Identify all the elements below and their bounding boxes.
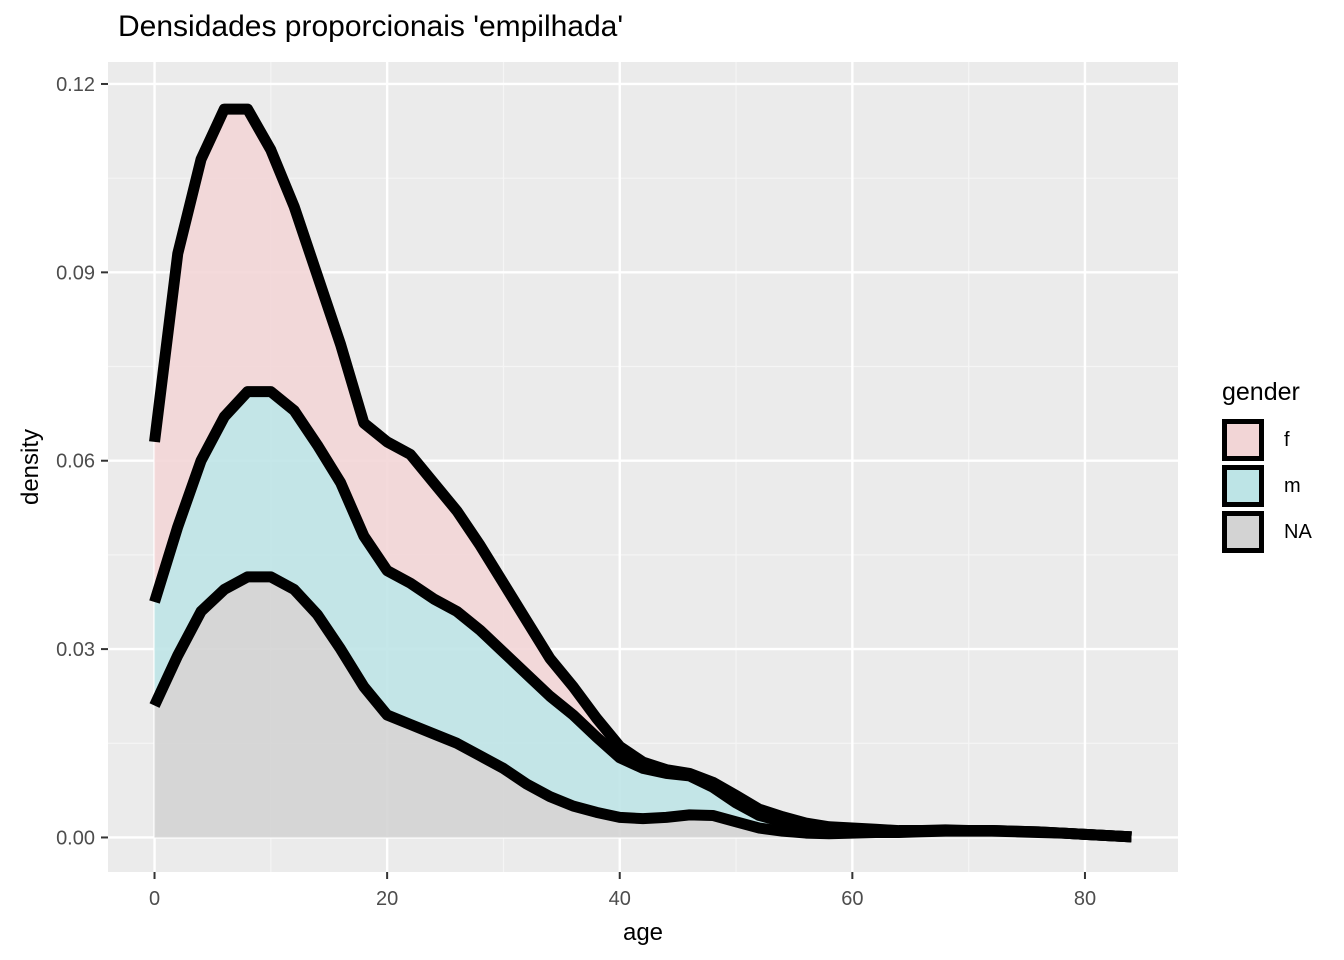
axes: 0 20 40 60 80 0.00 0.03 0.06 0.09 0.12 xyxy=(56,74,1096,910)
legend: gender f m NA xyxy=(1222,378,1312,555)
x-tick-label: 60 xyxy=(841,888,863,910)
density-lines xyxy=(149,103,1132,843)
density-areas xyxy=(154,109,1132,838)
y-tick-label: 0.00 xyxy=(56,827,95,849)
legend-swatch-m xyxy=(1222,465,1264,507)
y-tick-label: 0.06 xyxy=(56,451,95,473)
y-tick-label: 0.09 xyxy=(56,262,95,284)
legend-item-m: m xyxy=(1222,463,1312,509)
x-tick-label: 20 xyxy=(376,888,398,910)
legend-label-m: m xyxy=(1284,474,1301,497)
area-m xyxy=(154,391,1132,837)
legend-label-f: f xyxy=(1284,428,1290,451)
x-tick-label: 0 xyxy=(149,888,160,910)
y-axis-title: density xyxy=(17,429,44,505)
legend-title: gender xyxy=(1222,378,1300,406)
line-f xyxy=(149,103,1132,843)
chart-title: Densidades proporcionais 'empilhada' xyxy=(118,10,624,43)
y-tick-label: 0.03 xyxy=(56,639,95,661)
x-tick-label: 40 xyxy=(609,888,631,910)
legend-item-na: NA xyxy=(1222,509,1312,555)
legend-item-f: f xyxy=(1222,417,1312,463)
x-axis-title: age xyxy=(623,919,663,946)
area-na xyxy=(154,576,1132,838)
area-f xyxy=(154,109,1132,837)
legend-label-na: NA xyxy=(1284,520,1312,543)
legend-swatch-f xyxy=(1222,419,1264,461)
legend-swatch-na xyxy=(1222,511,1264,553)
y-tick-label: 0.12 xyxy=(56,74,95,96)
x-tick-label: 80 xyxy=(1074,888,1096,910)
